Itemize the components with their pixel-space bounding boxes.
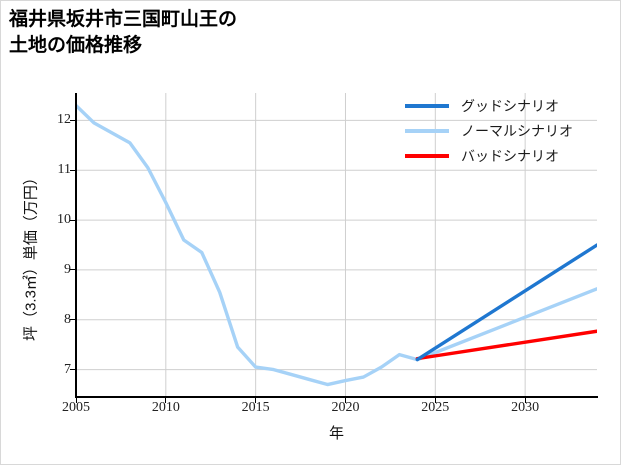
series-line bbox=[76, 103, 420, 387]
legend-color-swatch bbox=[405, 128, 449, 133]
series-line bbox=[415, 329, 597, 361]
y-tick-label: 12 bbox=[57, 112, 71, 128]
y-tick-label: 10 bbox=[57, 212, 71, 228]
x-tick-mark bbox=[75, 398, 77, 403]
y-tick-label: 7 bbox=[64, 361, 71, 377]
x-axis-title: 年 bbox=[328, 425, 344, 442]
legend-item-label: バッドシナリオ bbox=[461, 149, 559, 165]
data-series-layer bbox=[76, 103, 597, 387]
legend-color-swatch bbox=[405, 103, 449, 108]
y-axis-title-text: 坪（3.3㎡）単価（万円） bbox=[22, 170, 40, 341]
y-tick-label: 8 bbox=[64, 311, 71, 327]
series-line bbox=[415, 287, 597, 362]
y-axis-ticks: 7 8 9 10 11 12 bbox=[1, 1, 76, 464]
x-tick-mark bbox=[165, 398, 167, 403]
x-tick-label: 2005 bbox=[62, 400, 90, 415]
x-axis-line bbox=[75, 396, 598, 398]
y-tick-mark bbox=[70, 369, 76, 371]
legend-item-1[interactable]: ノーマルシナリオ bbox=[405, 118, 615, 143]
y-axis-title: 坪（3.3㎡）単価（万円） bbox=[20, 111, 41, 401]
y-tick-mark bbox=[70, 219, 76, 221]
x-tick-mark bbox=[255, 398, 257, 403]
x-tick-label: 2030 bbox=[511, 400, 540, 415]
legend-color-swatch bbox=[405, 153, 449, 158]
legend-item-label: ノーマルシナリオ bbox=[461, 124, 573, 140]
plot-area bbox=[76, 93, 597, 397]
x-tick-mark bbox=[524, 398, 526, 403]
y-tick-mark bbox=[70, 269, 76, 271]
chart-canvas bbox=[76, 93, 597, 397]
legend-item-2[interactable]: バッドシナリオ bbox=[405, 143, 615, 168]
y-axis-line bbox=[75, 93, 77, 398]
y-tick-mark bbox=[70, 119, 76, 121]
legend-item-label: グッドシナリオ bbox=[461, 99, 559, 115]
legend-item-0[interactable]: グッドシナリオ bbox=[405, 93, 615, 118]
x-tick-label: 2020 bbox=[331, 400, 360, 415]
chart-legend: グッドシナリオ ノーマルシナリオ バッドシナリオ bbox=[405, 93, 615, 168]
page-title: 福井県坂井市三国町山王の 土地の価格推移 bbox=[9, 9, 238, 56]
x-tick-label: 2010 bbox=[151, 400, 180, 415]
y-tick-label: 11 bbox=[57, 162, 71, 178]
x-tick-label: 2025 bbox=[421, 400, 450, 415]
y-tick-mark bbox=[70, 169, 76, 171]
x-tick-mark bbox=[434, 398, 436, 403]
y-tick-label: 9 bbox=[64, 261, 71, 277]
series-line bbox=[415, 243, 597, 362]
y-tick-mark bbox=[70, 319, 76, 321]
x-tick-label: 2015 bbox=[241, 400, 270, 415]
x-tick-mark bbox=[344, 398, 346, 403]
